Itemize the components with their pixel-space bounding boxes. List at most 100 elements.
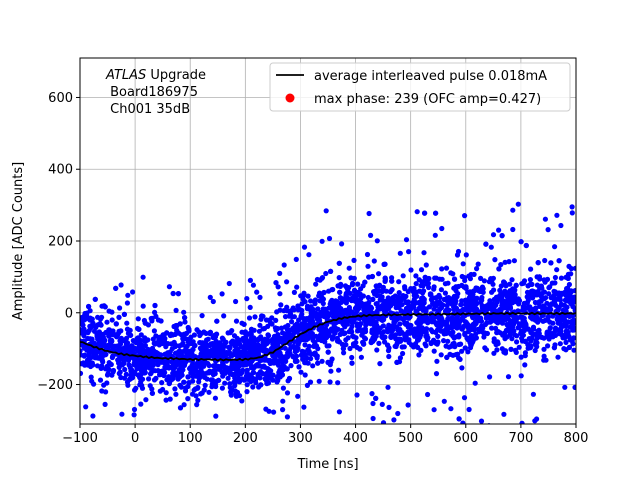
scatter-point — [315, 306, 321, 312]
scatter-point — [415, 344, 421, 350]
scatter-point — [380, 284, 386, 290]
scatter-point — [304, 382, 310, 388]
scatter-point — [524, 300, 530, 306]
scatter-point — [286, 313, 292, 319]
scatter-point — [371, 289, 377, 295]
scatter-point — [463, 319, 469, 326]
scatter-point — [505, 305, 511, 311]
scatter-point — [121, 357, 127, 363]
scatter-point — [349, 354, 355, 361]
scatter-point — [304, 322, 310, 328]
scatter-point — [348, 326, 354, 332]
scatter-point — [433, 210, 439, 216]
scatter-point — [528, 266, 534, 272]
scatter-point — [304, 303, 311, 309]
scatter-point — [91, 323, 97, 329]
scatter-point — [393, 299, 399, 305]
scatter-point — [465, 349, 471, 355]
x-tick-label: 500 — [398, 431, 423, 446]
scatter-point — [124, 340, 131, 346]
scatter-point — [355, 328, 361, 334]
x-tick-label: −100 — [62, 431, 98, 446]
scatter-point — [411, 304, 417, 310]
scatter-point — [432, 232, 438, 238]
scatter-point — [459, 282, 465, 288]
scatter-point — [458, 301, 464, 308]
scatter-point — [507, 330, 513, 336]
scatter-point — [531, 289, 538, 295]
scatter-point — [181, 379, 187, 385]
scatter-point — [125, 292, 131, 298]
scatter-point — [291, 314, 297, 320]
scatter-point — [471, 307, 477, 313]
scatter-point — [82, 316, 88, 322]
scatter-point — [214, 318, 220, 324]
scatter-point — [223, 339, 229, 345]
scatter-point — [153, 375, 159, 381]
scatter-point — [284, 327, 291, 333]
scatter-point — [358, 354, 364, 360]
scatter-point — [439, 225, 445, 232]
scatter-point — [465, 336, 471, 342]
scatter-point — [147, 383, 153, 389]
scatter-point — [431, 348, 437, 354]
scatter-point — [281, 335, 287, 341]
scatter-point — [552, 280, 558, 286]
scatter-point — [466, 406, 472, 413]
scatter-point — [466, 295, 472, 301]
scatter-point — [114, 334, 120, 340]
scatter-point — [284, 390, 291, 396]
scatter-point — [360, 293, 366, 299]
scatter-point — [467, 307, 473, 313]
scatter-point — [102, 401, 108, 407]
scatter-point — [89, 336, 95, 342]
scatter-point — [366, 210, 372, 217]
scatter-point — [172, 386, 178, 392]
scatter-point — [180, 336, 186, 342]
scatter-point — [379, 401, 385, 407]
scatter-point — [505, 374, 512, 380]
scatter-point — [451, 335, 457, 341]
scatter-point — [483, 347, 490, 353]
scatter-point — [422, 278, 428, 284]
scatter-point — [459, 273, 465, 280]
scatter-point — [260, 371, 266, 377]
scatter-point — [366, 320, 372, 326]
scatter-point — [156, 357, 162, 364]
scatter-point — [349, 360, 355, 366]
scatter-point — [329, 307, 335, 313]
scatter-point — [318, 309, 324, 316]
scatter-point — [416, 352, 422, 358]
legend-label-max-phase: max phase: 239 (OFC amp=0.427) — [314, 92, 541, 107]
scatter-point — [490, 232, 497, 238]
scatter-point — [337, 283, 343, 289]
scatter-point — [394, 341, 400, 347]
scatter-point — [541, 346, 547, 352]
scatter-point — [555, 307, 561, 313]
scatter-point — [144, 357, 150, 363]
scatter-point — [212, 371, 218, 377]
scatter-point — [522, 338, 528, 344]
scatter-point — [482, 330, 488, 336]
scatter-point — [423, 343, 429, 349]
scatter-point — [309, 331, 315, 337]
scatter-point — [152, 309, 158, 315]
scatter-point — [95, 355, 102, 361]
scatter-point — [525, 283, 531, 289]
scatter-point — [337, 295, 343, 301]
scatter-point — [168, 341, 174, 347]
scatter-point — [264, 380, 270, 387]
scatter-point — [437, 299, 443, 305]
scatter-point — [325, 349, 331, 355]
scatter-point — [194, 402, 200, 408]
scatter-point — [247, 277, 253, 283]
scatter-point — [370, 296, 376, 302]
scatter-point — [336, 339, 343, 345]
scatter-point — [459, 365, 465, 371]
x-tick-label: 600 — [453, 431, 478, 446]
scatter-point — [462, 277, 468, 284]
scatter-point — [310, 337, 316, 343]
scatter-point — [567, 337, 573, 343]
scatter-point — [148, 350, 154, 356]
scatter-point — [225, 375, 231, 381]
